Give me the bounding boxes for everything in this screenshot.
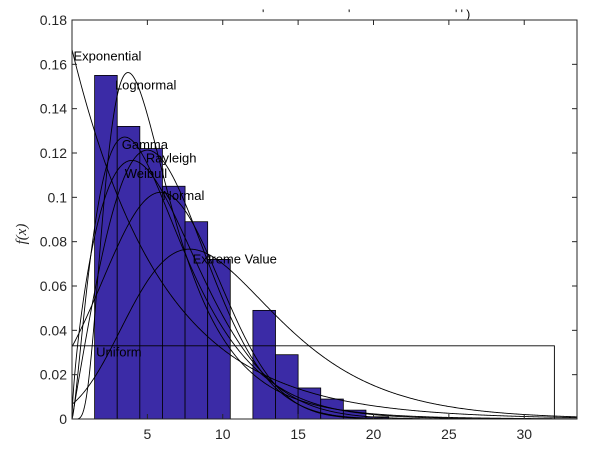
histogram-bar [162, 185, 186, 420]
curve-labels: Exponential Lognormal GammaRayleighWeibull… [74, 48, 277, 359]
y-tick-label: 0.12 [40, 145, 67, 161]
top-fragment: ' [348, 7, 350, 21]
top-fragment: ' [262, 7, 264, 21]
x-tick-label: 25 [441, 426, 457, 442]
x-tick-label: 20 [366, 426, 382, 442]
y-tick-label: 0.06 [40, 278, 67, 294]
y-tick-label: 0.14 [40, 101, 67, 117]
curve-exponential [71, 49, 578, 419]
x-axis: 5 10 15 20 25 30 [143, 20, 532, 442]
y-tick-label: 0.16 [40, 56, 67, 72]
curve-label-lognormal: Lognormal [115, 77, 177, 92]
curve-label-extreme-value: Extreme Value [193, 251, 277, 266]
x-tick-label: 10 [215, 426, 231, 442]
y-tick-label: 0.1 [48, 189, 68, 205]
y-tick-label: 0.08 [40, 234, 67, 250]
curve-label-weibull: Weibull [125, 166, 168, 181]
curve-label-exponential: Exponential [74, 48, 142, 63]
y-tick-label: 0 [59, 411, 67, 427]
y-tick-label: 0.02 [40, 367, 67, 383]
curve-label-normal: Normal [162, 188, 204, 203]
curve-extreme-value [71, 248, 578, 418]
x-tick-label: 5 [143, 426, 151, 442]
y-axis: 0 0.02 0.04 0.06 0.08 0.1 0.12 0.14 0.16 0.18 [40, 12, 577, 427]
x-tick-label: 30 [516, 426, 532, 442]
y-tick-label: 0.04 [40, 322, 67, 338]
curve-label-rayleigh: Rayleigh [146, 150, 197, 165]
y-tick-label: 0.18 [40, 12, 67, 28]
top-fragment: ' ' ) [455, 7, 470, 21]
curve-label-gamma: Gamma [122, 137, 169, 152]
plot-frame [71, 19, 578, 420]
x-tick-label: 15 [290, 426, 306, 442]
y-axis-label: f(x) [14, 224, 30, 245]
curve-lognormal [72, 72, 578, 420]
histogram-bar [94, 75, 118, 420]
curve-label-uniform: Uniform [96, 344, 142, 359]
